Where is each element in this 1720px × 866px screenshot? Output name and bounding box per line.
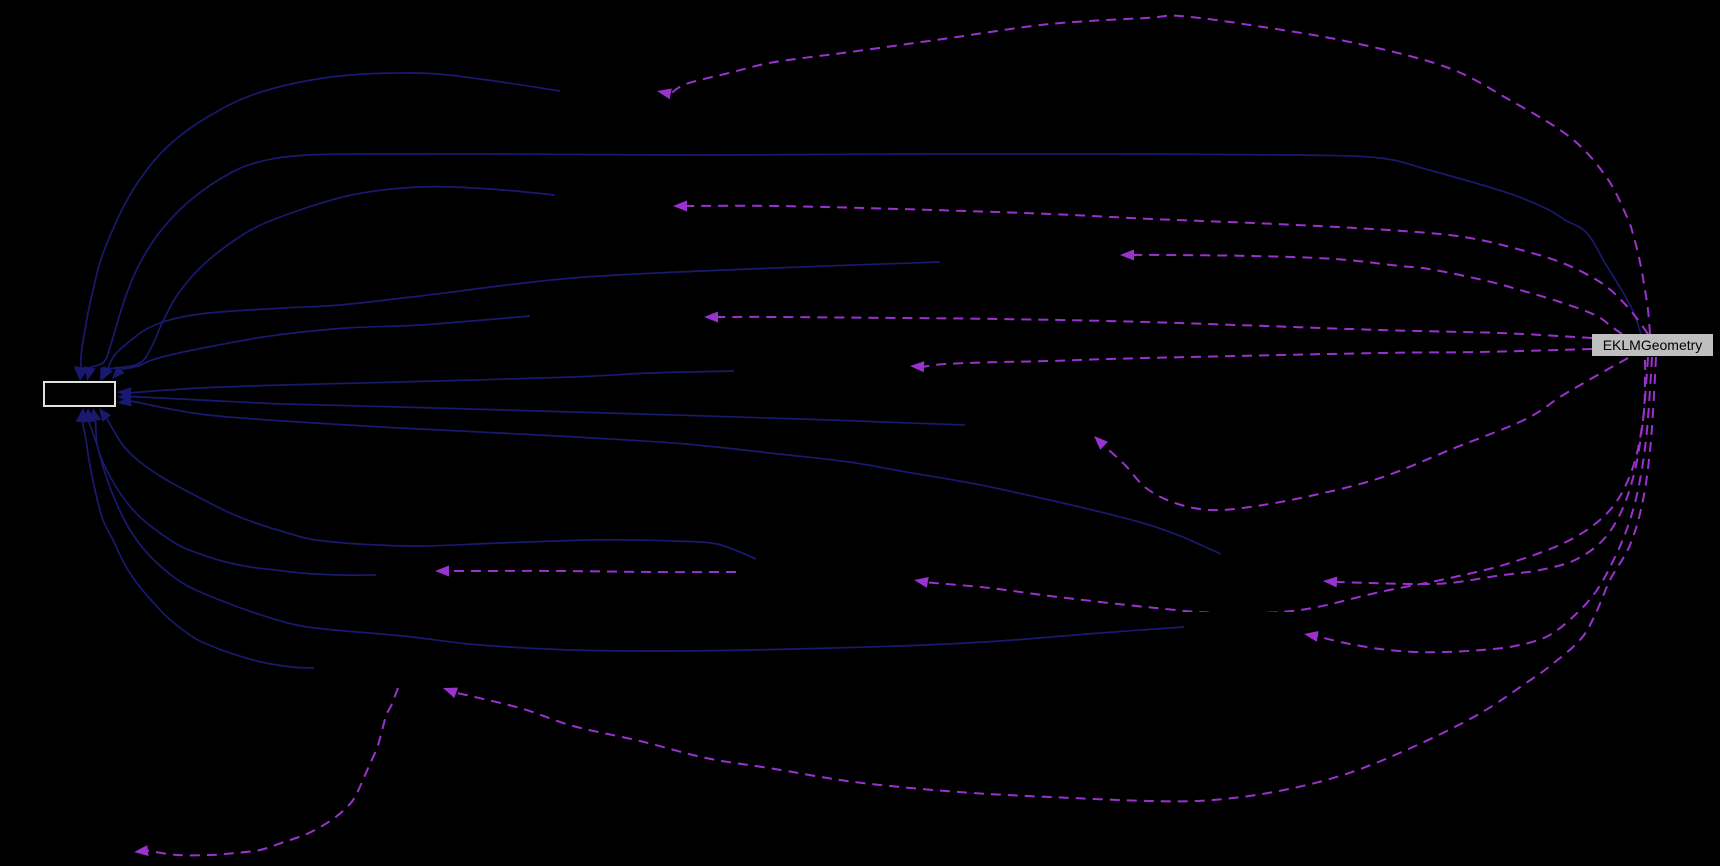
svg-text:EKLMGeometry: EKLMGeometry	[1603, 337, 1703, 353]
